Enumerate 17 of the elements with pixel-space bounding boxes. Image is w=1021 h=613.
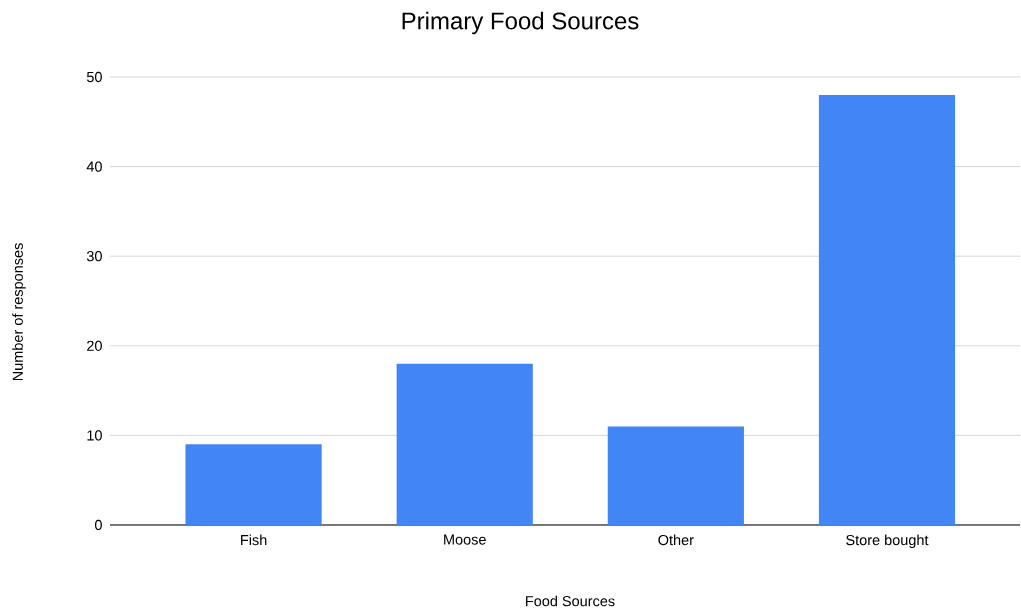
bar <box>185 444 322 525</box>
chart-title: Primary Food Sources <box>402 11 639 35</box>
x-axis-title: Food Sources <box>526 595 615 607</box>
x-tick-label: Store bought <box>846 534 929 549</box>
y-tick-label: 50 <box>86 71 102 83</box>
bar <box>818 94 956 525</box>
y-axis-title: Number of responses <box>12 243 26 381</box>
y-tick-label: 0 <box>94 519 102 531</box>
bar <box>396 363 533 525</box>
x-tick-label: Other <box>658 534 694 546</box>
x-tick-label: Fish <box>241 534 267 546</box>
y-tick-label: 20 <box>87 340 102 351</box>
y-tick-label: 10 <box>87 430 102 441</box>
x-tick-label: Moose <box>444 534 486 545</box>
y-tick-label: 40 <box>86 161 102 172</box>
bar <box>607 426 744 525</box>
y-tick-label: 30 <box>86 251 102 262</box>
